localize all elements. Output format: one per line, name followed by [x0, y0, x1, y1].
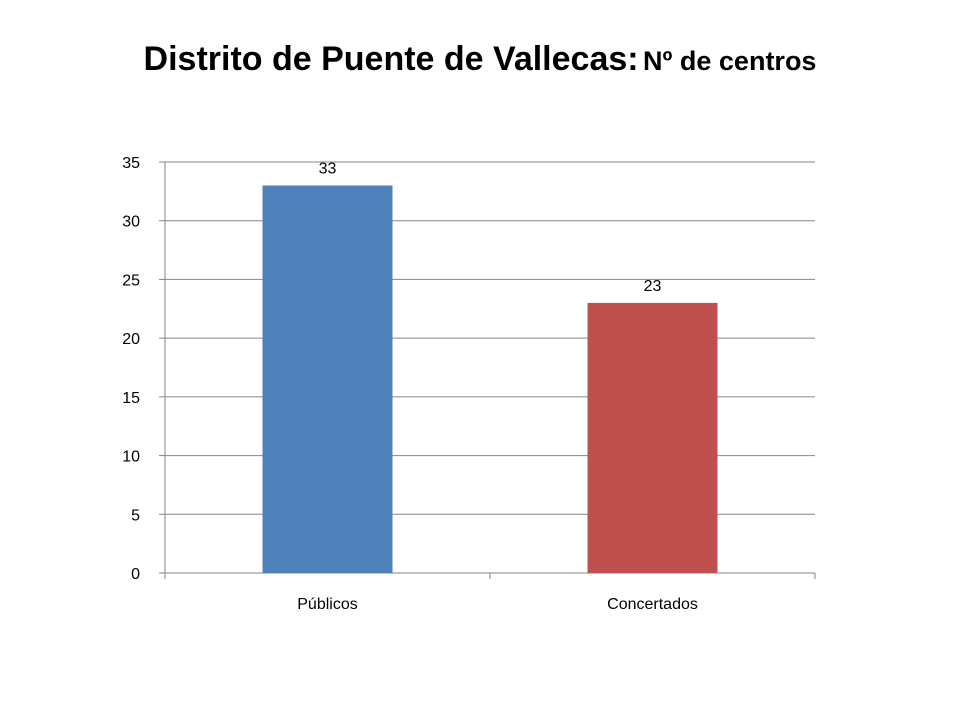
bar: [587, 302, 718, 573]
y-tick-label: 0: [131, 566, 140, 583]
chart-title: Distrito de Puente de Vallecas: Nº de ce…: [0, 40, 960, 79]
x-tick-label: Públicos: [297, 596, 357, 613]
y-tick-label: 35: [122, 155, 140, 172]
y-tick-label: 30: [122, 214, 140, 231]
x-tick-label: Concertados: [607, 596, 698, 613]
chart-title-main: Distrito de Puente de Vallecas:: [143, 40, 639, 78]
y-tick-label: 5: [131, 507, 140, 524]
y-tick-label: 20: [122, 331, 140, 348]
y-tick-label: 15: [122, 390, 140, 407]
data-label: 23: [644, 278, 662, 295]
chart-title-sub: Nº de centros: [643, 46, 817, 76]
y-tick-label: 10: [122, 449, 140, 466]
bar: [262, 185, 393, 573]
y-tick-label: 25: [122, 272, 140, 289]
data-label: 33: [319, 160, 337, 177]
